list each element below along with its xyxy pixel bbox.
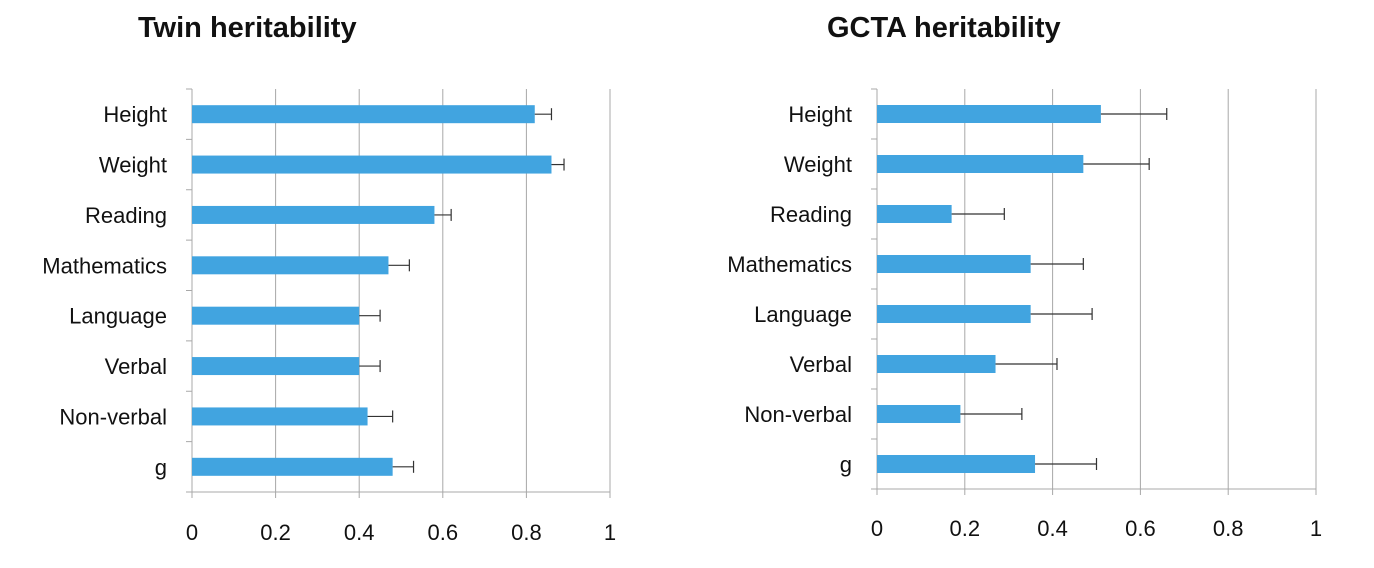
category-label: Weight xyxy=(784,152,852,177)
gcta-heritability-chart: GCTA heritability 0 0.2 0.4 0.6 0.8 1 Height We… xyxy=(687,0,1374,568)
category-label: g xyxy=(840,452,852,477)
bar xyxy=(192,155,552,174)
x-tick-label: 0.8 xyxy=(1213,516,1244,541)
x-tick-label: 0.2 xyxy=(950,516,981,541)
twin-heritability-plot: 0 0.2 0.4 0.6 0.8 1 Height Weight Reading Mathema… xyxy=(42,88,616,545)
category-label: Reading xyxy=(770,202,852,227)
category-label: Verbal xyxy=(105,354,167,379)
x-tick-label: 1 xyxy=(1310,516,1322,541)
x-tick-label: 0.4 xyxy=(1037,516,1068,541)
bar xyxy=(877,155,1084,173)
category-label: Reading xyxy=(85,203,167,228)
x-tick-label: 0.6 xyxy=(428,520,459,545)
bar xyxy=(192,256,389,275)
bar xyxy=(192,457,393,476)
category-label: Mathematics xyxy=(727,252,852,277)
bar xyxy=(877,355,996,373)
x-tick-label: 0.6 xyxy=(1125,516,1156,541)
category-label: Mathematics xyxy=(42,253,167,278)
bar xyxy=(877,405,961,423)
bar xyxy=(192,306,360,325)
chart-title: Twin heritability xyxy=(138,12,357,44)
category-label: Language xyxy=(69,304,167,329)
category-label: Non-verbal xyxy=(59,404,167,429)
category-label: Verbal xyxy=(790,352,852,377)
category-label: Height xyxy=(103,102,167,127)
x-tick-label: 0.4 xyxy=(344,520,375,545)
category-label: Height xyxy=(788,102,852,127)
twin-heritability-chart: Twin heritability 0 0.2 0.4 0.6 0.8 1 Height We… xyxy=(42,12,616,545)
category-label: Language xyxy=(754,302,852,327)
category-label: g xyxy=(155,455,167,480)
category-label: Non-verbal xyxy=(744,402,852,427)
category-label: Weight xyxy=(99,153,167,178)
bar xyxy=(877,305,1031,323)
gcta-heritability-plot: 0 0.2 0.4 0.6 0.8 1 Height Weight Reading Mathema… xyxy=(727,88,1322,541)
bar xyxy=(877,205,952,223)
x-tick-label: 0 xyxy=(186,520,198,545)
x-tick-label: 0 xyxy=(871,516,883,541)
bar xyxy=(192,205,435,224)
chart-title: GCTA heritability xyxy=(827,12,1061,44)
bar xyxy=(877,105,1101,123)
x-tick-label: 0.2 xyxy=(260,520,291,545)
bar xyxy=(877,255,1031,273)
bar xyxy=(192,357,360,376)
bar xyxy=(877,455,1036,473)
bar xyxy=(192,407,368,426)
bar xyxy=(192,105,535,124)
x-tick-label: 0.8 xyxy=(511,520,542,545)
x-tick-label: 1 xyxy=(604,520,616,545)
